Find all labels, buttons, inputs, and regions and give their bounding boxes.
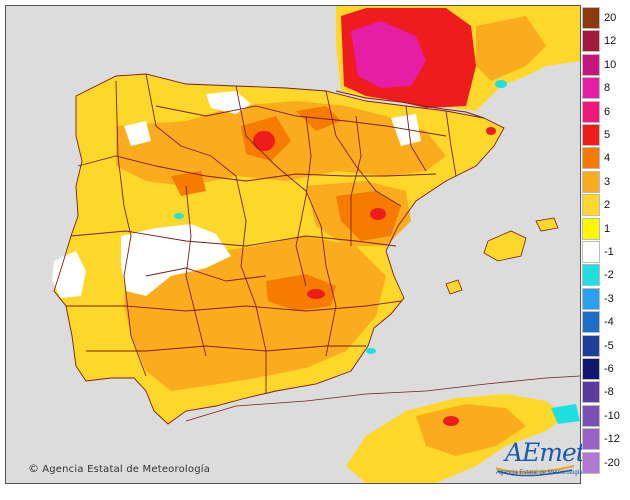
aemet-logo: [495, 465, 575, 477]
cyan-speck-1: [174, 213, 184, 219]
legend-swatch: [582, 147, 600, 170]
legend-label: 2: [604, 199, 611, 212]
anomaly-spot-red-1: [253, 131, 275, 151]
legend-swatch: [582, 124, 600, 146]
anomaly-zone-south-orange: [124, 236, 386, 391]
cyan-speck-3: [495, 80, 507, 88]
legend-label: 5: [604, 129, 611, 141]
anomaly-zone-white-galicia: [124, 121, 151, 146]
anomaly-map: [5, 5, 581, 484]
anomaly-zone-darkorange-2: [266, 274, 336, 311]
credit-text: © Agencia Estatal de Meteorología: [28, 462, 210, 475]
legend-swatch: [582, 264, 600, 287]
legend-swatch: [582, 241, 600, 263]
legend-label: 3: [604, 175, 611, 188]
legend-label: -20: [604, 456, 620, 469]
legend-swatch: [582, 170, 600, 193]
legend-label: 20: [604, 12, 617, 24]
province-boundaries: [53, 73, 505, 425]
legend-label: -3: [604, 292, 614, 305]
legend-swatch: [582, 194, 600, 217]
anomaly-zone-white-west: [52, 251, 86, 298]
credit-label: Agencia Estatal de Meteorología: [42, 464, 211, 475]
legend-label: -4: [604, 316, 614, 329]
cyan-speck-2: [366, 348, 376, 354]
anomaly-zone-white-northeast: [391, 114, 421, 146]
mallorca: [483, 230, 527, 262]
anomaly-spot-red-4: [486, 127, 496, 135]
legend-swatch: [582, 334, 600, 357]
legend-swatch: [582, 77, 600, 100]
legend-swatch: [582, 100, 600, 123]
anomaly-spot-red-3: [370, 208, 386, 220]
legend-label: -10: [604, 409, 620, 422]
legend-label: -6: [604, 363, 614, 375]
pyrenees-border: [335, 90, 485, 119]
legend-label: 8: [604, 82, 611, 95]
aemet-logo-text: AEmet: [505, 438, 586, 467]
legend-label: -8: [604, 386, 614, 399]
copyright-icon: ©: [28, 462, 40, 475]
north-africa-cyan: [551, 404, 580, 424]
anomaly-zone-darkorange-4: [171, 171, 206, 196]
color-legend: 20 12 10 8 6 5 4 3 2 1 -1 -2 -3 -4 -5 -6 -8 -10 -12 -20: [582, 7, 628, 477]
legend-swatch: [582, 311, 600, 334]
legend-swatch: [582, 7, 600, 29]
france-orange-edge: [476, 16, 546, 81]
map-svg: [6, 6, 580, 483]
africa-coastline: [185, 375, 580, 422]
menorca: [535, 217, 559, 232]
anomaly-zone-darkorange-1: [336, 191, 401, 241]
legend-label: 4: [604, 152, 611, 165]
legend-swatch: [582, 30, 600, 53]
legend-swatch: [582, 53, 600, 76]
legend-label: 10: [604, 58, 617, 71]
france-very-hot-zone: [351, 21, 426, 88]
legend-label: -1: [604, 246, 614, 258]
anomaly-zone-white-north: [206, 91, 251, 114]
legend-swatch: [582, 404, 600, 427]
legend-label: -5: [604, 339, 614, 352]
north-africa-orange: [416, 404, 526, 456]
legend-swatch: [582, 358, 600, 380]
aemet-logo-subtitle: Agencia Estatal de Meteorología: [496, 470, 583, 476]
anomaly-spot-red-2: [307, 289, 325, 299]
legend-label: 6: [604, 105, 611, 118]
legend-label: -2: [604, 269, 614, 282]
legend-label: 1: [604, 222, 611, 235]
ibiza: [445, 279, 463, 295]
north-africa-red-spot: [443, 416, 459, 426]
anomaly-zone-white-center: [121, 224, 231, 296]
legend-swatch: [582, 451, 600, 474]
legend-swatch: [582, 381, 600, 404]
legend-label: -12: [604, 433, 620, 446]
legend-swatch: [582, 428, 600, 451]
legend-swatch: [582, 217, 600, 240]
legend-swatch: [582, 287, 600, 310]
legend-label: 12: [604, 35, 617, 48]
